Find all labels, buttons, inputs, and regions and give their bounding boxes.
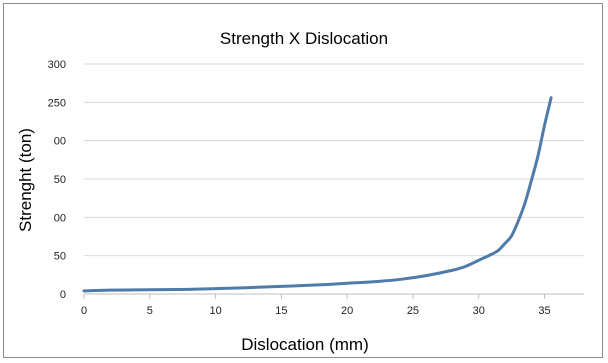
y-tick-label: 250	[48, 97, 66, 109]
x-tick-label: 15	[275, 305, 287, 317]
x-tick-label: 0	[81, 305, 87, 317]
x-tick-label: 10	[209, 305, 221, 317]
x-tick-label: 5	[147, 305, 153, 317]
series-line	[82, 96, 553, 293]
y-tick-label: 300	[48, 59, 66, 71]
y-tick-label: 50	[54, 174, 66, 186]
chart-title: Strength X Dislocation	[219, 29, 389, 48]
y-tick-label: 00	[54, 136, 66, 148]
y-tick-label: 00	[54, 212, 66, 224]
x-tick-label: 35	[538, 305, 550, 317]
x-tick-label: 25	[407, 305, 419, 317]
x-tick-label: 20	[341, 305, 353, 317]
x-tick-label: 30	[473, 305, 485, 317]
chart-frame	[3, 3, 603, 358]
x-axis-label: Dislocation (mm)	[241, 335, 369, 354]
y-tick-label: 0	[60, 289, 66, 301]
y-tick-label: 50	[54, 251, 66, 263]
